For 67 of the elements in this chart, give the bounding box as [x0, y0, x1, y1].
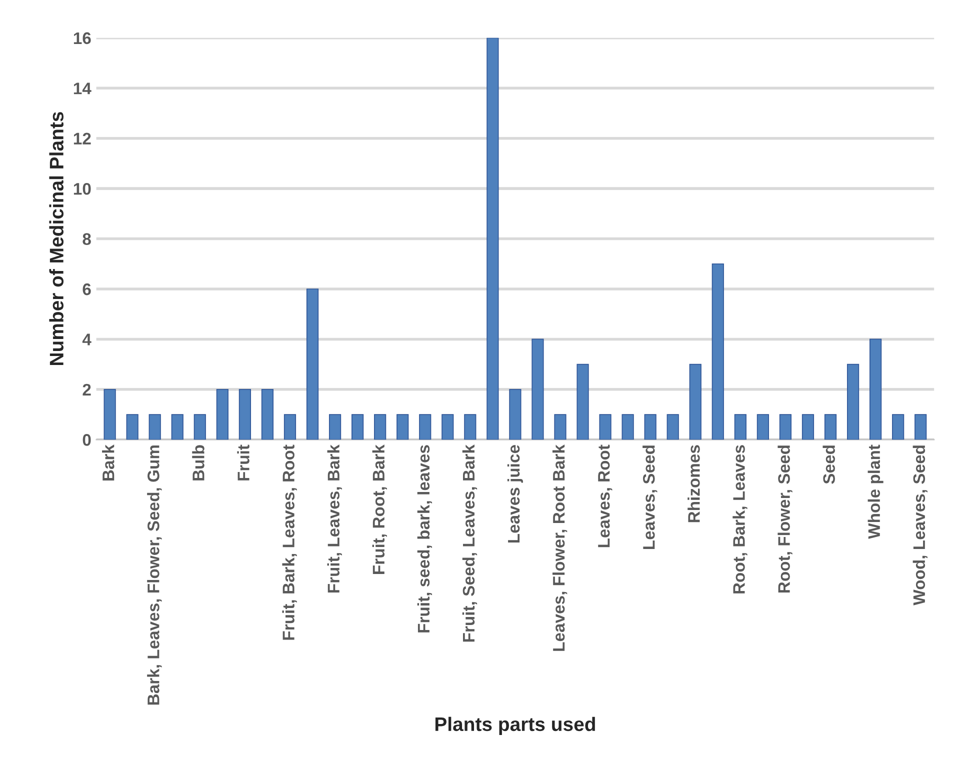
y-tick-label: 0 [82, 434, 91, 446]
bar [171, 414, 184, 440]
bar [148, 414, 161, 440]
bar [464, 414, 476, 440]
y-tick-label: 2 [82, 384, 91, 396]
bar [328, 414, 342, 440]
x-tick-label: Whole plant [868, 444, 884, 539]
y-tick-label: 16 [74, 32, 91, 44]
bar [509, 389, 522, 440]
bar [644, 414, 656, 440]
bar [238, 389, 251, 440]
bar [599, 414, 612, 440]
bar [419, 414, 432, 440]
x-tick-label: Fruit, seed, bark, leaves [417, 445, 432, 632]
x-tick-label: Bark, Leaves, Flower, Seed, Gum [147, 446, 162, 705]
bar [802, 414, 814, 440]
bar [126, 414, 138, 440]
bar [374, 414, 386, 440]
y-tick-label: 10 [74, 182, 91, 195]
bar [261, 389, 274, 440]
y-tick-label: 14 [74, 82, 92, 94]
x-tick-label: Fruit, Root, Bark [372, 444, 387, 574]
x-tick-label: Fruit, Seed, Leaves, Bark [462, 444, 478, 642]
x-tick-label: Leaves, Seed [642, 446, 658, 549]
bar [846, 364, 860, 440]
bar [486, 38, 499, 440]
bar [756, 414, 769, 440]
bar [396, 414, 409, 440]
bar [914, 414, 927, 440]
bar [576, 364, 589, 440]
x-tick-label: Root, Flower, Seed [778, 446, 792, 592]
bar [870, 338, 882, 440]
bar [622, 414, 634, 440]
x-tick-label: Rhizomes [688, 445, 700, 522]
bar [666, 414, 679, 440]
bar [689, 364, 702, 440]
bar [216, 389, 228, 440]
x-tick-label: Leaves, Flower, Root Bark [552, 444, 568, 651]
x-tick-label: Fruit [237, 444, 250, 480]
x-tick-label: Seed [822, 446, 835, 484]
x-tick-label: Bulb [192, 445, 204, 480]
y-axis-title: Number of Medicinal Plants [49, 112, 64, 365]
x-tick-label: Leaves, Root [598, 444, 612, 548]
bar [442, 414, 454, 440]
bar [104, 389, 116, 440]
y-tick-label: 4 [82, 334, 92, 346]
x-tick-label: Root, Bark, Leaves [732, 445, 748, 594]
bar [352, 414, 364, 440]
y-tick-label: 8 [82, 233, 91, 245]
bar [284, 414, 296, 440]
y-tick-label: 12 [74, 132, 91, 144]
bar [712, 263, 724, 440]
y-tick-label: 6 [82, 283, 91, 296]
x-tick-label: Fruit, Bark, Leaves, Root [282, 444, 297, 640]
x-tick-label: Bark [102, 444, 114, 480]
bar [734, 414, 746, 440]
bar [554, 414, 566, 440]
bar [779, 414, 792, 440]
bar [306, 288, 319, 440]
x-tick-label: Fruit, Leaves, Bark [327, 444, 342, 593]
x-axis-title: Plants parts used [435, 716, 595, 735]
x-tick-label: Leaves juice [507, 445, 523, 543]
bar [194, 414, 206, 440]
bar [532, 338, 544, 440]
bar [892, 414, 904, 440]
bar [824, 414, 837, 440]
x-tick-label: Wood, Leaves, Seed [912, 446, 928, 606]
